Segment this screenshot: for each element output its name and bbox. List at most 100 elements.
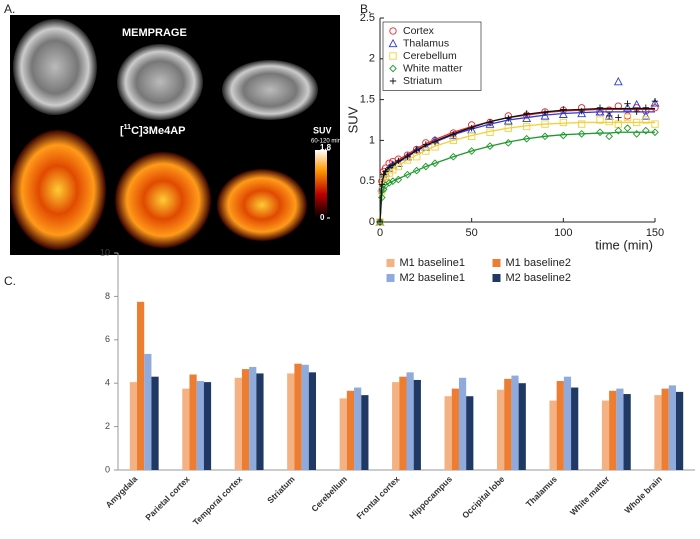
colorbar-label: SUV xyxy=(313,125,332,135)
mri-coronal xyxy=(117,44,203,120)
data-point xyxy=(486,142,494,150)
data-point xyxy=(541,132,549,141)
image-panel: MEMPRAGE [11C]3Me4AP SUV 60-120 min xyxy=(10,15,341,255)
colorbar-tick-label: 1.8 xyxy=(320,143,332,152)
data-point xyxy=(559,118,567,127)
data-point xyxy=(468,132,476,140)
x-tick-label: Parietal cortex xyxy=(143,474,192,523)
data-point xyxy=(486,119,494,126)
legend-swatch xyxy=(386,259,395,267)
data-point xyxy=(523,122,531,131)
x-tick-label: 100 xyxy=(554,227,572,239)
legend-label: M1 baseline2 xyxy=(506,257,571,269)
data-point xyxy=(651,128,659,137)
x-tick-label: Cerebellum xyxy=(309,474,349,514)
bar xyxy=(511,375,519,470)
data-point xyxy=(431,159,439,168)
data-point xyxy=(624,100,631,107)
bar xyxy=(301,364,309,470)
bar xyxy=(556,381,564,470)
bar xyxy=(392,382,400,470)
data-point xyxy=(522,113,532,123)
bar xyxy=(249,366,257,470)
data-point xyxy=(388,177,397,186)
bar xyxy=(189,374,197,470)
data-point xyxy=(613,76,623,86)
bar xyxy=(601,400,610,470)
legend-box xyxy=(382,21,482,91)
data-point xyxy=(450,131,457,138)
data-point xyxy=(605,132,614,141)
data-point xyxy=(560,106,567,113)
data-point xyxy=(641,126,650,135)
data-point xyxy=(633,108,640,116)
bar xyxy=(518,383,526,470)
bar xyxy=(616,388,624,470)
data-point xyxy=(394,175,403,184)
bar xyxy=(234,377,242,470)
data-point xyxy=(412,166,421,175)
data-point xyxy=(540,111,550,120)
data-point xyxy=(596,128,604,137)
data-point xyxy=(651,120,659,128)
panel-label: C. xyxy=(4,274,16,288)
data-point xyxy=(467,147,476,155)
data-point xyxy=(389,161,397,169)
data-point xyxy=(505,115,512,122)
pet-label-superscript: 11 xyxy=(124,124,132,131)
data-point xyxy=(623,103,632,112)
legend-label: M2 baseline2 xyxy=(506,272,571,284)
bar xyxy=(339,398,347,470)
x-tick-label: Occipital lobe xyxy=(460,474,507,521)
data-point xyxy=(632,99,642,109)
y-axis-label: SUV xyxy=(345,106,360,133)
bar xyxy=(549,400,557,470)
data-point xyxy=(559,131,568,140)
data-point xyxy=(596,116,604,124)
legend-marker xyxy=(389,64,397,73)
pet-axial xyxy=(10,130,106,250)
x-tick-label: Whole brain xyxy=(622,474,663,515)
x-tick-label: White matter xyxy=(568,473,612,517)
x-tick-label: Temporal cortex xyxy=(191,474,245,528)
x-tick-label: 50 xyxy=(466,227,478,239)
mri-sagittal xyxy=(222,60,318,120)
bar xyxy=(413,379,421,470)
panel-label: B. xyxy=(360,2,371,16)
data-point xyxy=(614,126,623,135)
bar xyxy=(361,395,369,470)
legend-label: M2 baseline1 xyxy=(400,272,465,284)
data-point xyxy=(385,178,394,187)
data-point xyxy=(577,108,587,118)
bar xyxy=(203,382,212,470)
y-tick-label: 6 xyxy=(105,334,110,344)
data-point xyxy=(642,104,650,111)
bar xyxy=(504,378,512,470)
legend-marker xyxy=(389,27,397,35)
x-tick-label: Frontal cortex xyxy=(354,474,401,521)
data-point xyxy=(633,118,641,127)
data-point xyxy=(504,124,512,132)
data-point xyxy=(605,112,613,120)
x-tick-label: Striatum xyxy=(265,474,297,506)
data-point xyxy=(404,153,411,160)
bar xyxy=(144,353,152,470)
data-point xyxy=(380,171,387,178)
bar xyxy=(354,387,362,470)
x-tick-label: Amygdala xyxy=(103,474,139,510)
pet-sagittal xyxy=(217,169,307,241)
bar xyxy=(399,376,407,470)
bar xyxy=(129,382,138,470)
data-point xyxy=(558,109,568,118)
bar xyxy=(458,377,467,470)
data-point xyxy=(595,107,605,116)
legend-swatch xyxy=(386,274,395,282)
pet-label-part: C]3Me4AP xyxy=(131,125,185,137)
x-tick-label: 150 xyxy=(646,227,664,239)
data-point xyxy=(650,98,660,107)
bar xyxy=(256,373,264,470)
y-tick-label: 2.5 xyxy=(360,12,375,24)
y-tick-label: 10 xyxy=(100,247,110,257)
legend-swatch xyxy=(492,259,501,267)
data-point xyxy=(376,218,384,226)
